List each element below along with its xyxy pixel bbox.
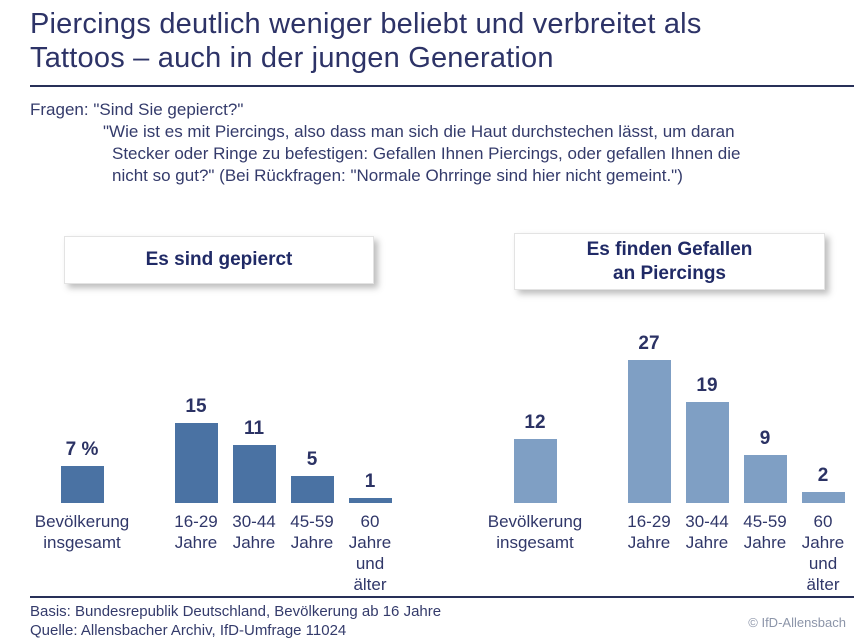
bar-group: 2 60 Jahre und älter xyxy=(794,328,852,595)
bar xyxy=(801,492,845,503)
bar-value-label: 1 xyxy=(364,471,376,492)
bar-column: 27 xyxy=(627,328,671,503)
bar xyxy=(290,476,334,503)
bar-category-label: 60 Jahre und älter xyxy=(348,512,392,594)
question-2-line: Stecker oder Ringe zu befestigen: Gefall… xyxy=(112,144,741,163)
bar-value-label: 12 xyxy=(524,412,546,433)
bar xyxy=(232,445,276,503)
bar-value-label: 15 xyxy=(185,396,207,417)
footer-divider xyxy=(30,596,854,598)
footer-quelle: Quelle: Allensbacher Archiv, IfD-Umfrage… xyxy=(30,622,347,638)
bar-value-label: 27 xyxy=(638,333,660,354)
bar xyxy=(627,360,671,503)
panel-header-gepierct-label: Es sind gepierct xyxy=(145,249,293,270)
questions-label: Fragen: xyxy=(30,100,89,119)
page-title-line1: Piercings deutlich weniger beliebt und v… xyxy=(30,8,702,40)
bar-column: 11 xyxy=(232,328,276,503)
bar-value-label: 5 xyxy=(306,449,318,470)
bar-group: 1 60 Jahre und älter xyxy=(341,328,399,595)
bar-column: 12 xyxy=(513,328,557,503)
panel-header-gepierct: Es sind gepierct xyxy=(64,236,374,284)
chart-gefallen: 12 Bevölkerung insgesamt 27 16-29 Jahre 19 30-4… xyxy=(480,328,852,595)
bar-group: 9 45-59 Jahre xyxy=(736,328,794,553)
bar xyxy=(60,466,104,503)
bar-category-label: 30-44 Jahre xyxy=(232,512,276,552)
bar-category-label: 30-44 Jahre xyxy=(685,512,729,552)
bar xyxy=(348,498,392,503)
survey-questions: Fragen: "Sind Sie gepierct?" "Wie ist es… xyxy=(30,99,740,187)
bar-column: 15 xyxy=(174,328,218,503)
chart-gepierct: 7 % Bevölkerung insgesamt 15 16-29 Jahre 11 30-… xyxy=(27,328,399,595)
page-title-line2: Tattoos – auch in der jungen Generation xyxy=(30,42,554,74)
bar-category-label: 45-59 Jahre xyxy=(743,512,787,552)
bar-column: 9 xyxy=(743,328,787,503)
bar-group: 7 % Bevölkerung insgesamt xyxy=(27,328,137,553)
bar xyxy=(743,455,787,503)
bar-group: 11 30-44 Jahre xyxy=(225,328,283,553)
bar-group: 27 16-29 Jahre xyxy=(620,328,678,553)
question-2-line: nicht so gut?" (Bei Rückfragen: "Normale… xyxy=(112,166,683,185)
bar-value-label: 7 % xyxy=(65,439,99,460)
bar-value-label: 11 xyxy=(243,418,265,439)
bar-category-label: 16-29 Jahre xyxy=(174,512,218,552)
bar-category-label: Bevölkerung insgesamt xyxy=(487,512,583,552)
panel-header-gefallen: Es finden Gefallen an Piercings xyxy=(514,233,825,290)
footer-basis: Basis: Bundesrepublik Deutschland, Bevöl… xyxy=(30,603,442,620)
bar-category-label: 60 Jahre und älter xyxy=(801,512,845,594)
bar-group: 12 Bevölkerung insgesamt xyxy=(480,328,590,553)
question-2-line: "Wie ist es mit Piercings, also dass man… xyxy=(103,122,735,141)
bar-category-label: 45-59 Jahre xyxy=(290,512,334,552)
question-2-text: "Wie ist es mit Piercings, also dass man… xyxy=(103,121,740,187)
bar-value-label: 9 xyxy=(759,428,771,449)
bar xyxy=(685,402,729,503)
bar xyxy=(174,423,218,503)
question-1-text: "Sind Sie gepierct?" xyxy=(93,100,244,119)
bar-column: 1 xyxy=(348,328,392,503)
page-title: Piercings deutlich weniger beliebt und v… xyxy=(30,7,702,75)
panel-header-gefallen-line1: Es finden Gefallen xyxy=(586,238,753,260)
bar-category-label: 16-29 Jahre xyxy=(627,512,671,552)
footer: Basis: Bundesrepublik Deutschland, Bevöl… xyxy=(30,602,441,638)
copyright: © IfD-Allensbach xyxy=(748,615,846,630)
bar-column: 2 xyxy=(801,328,845,503)
bar xyxy=(513,439,557,503)
bar-value-label: 19 xyxy=(696,375,718,396)
bar-group: 19 30-44 Jahre xyxy=(678,328,736,553)
bar-column: 19 xyxy=(685,328,729,503)
bar-group: 15 16-29 Jahre xyxy=(167,328,225,553)
bar-column: 7 % xyxy=(60,328,104,503)
question-line-1: Fragen: "Sind Sie gepierct?" xyxy=(30,99,740,121)
title-divider xyxy=(30,85,854,87)
bar-category-label: Bevölkerung insgesamt xyxy=(34,512,130,552)
bar-column: 5 xyxy=(290,328,334,503)
panel-header-gefallen-line2: an Piercings xyxy=(613,262,726,284)
bar-group: 5 45-59 Jahre xyxy=(283,328,341,553)
bar-value-label: 2 xyxy=(817,465,829,486)
